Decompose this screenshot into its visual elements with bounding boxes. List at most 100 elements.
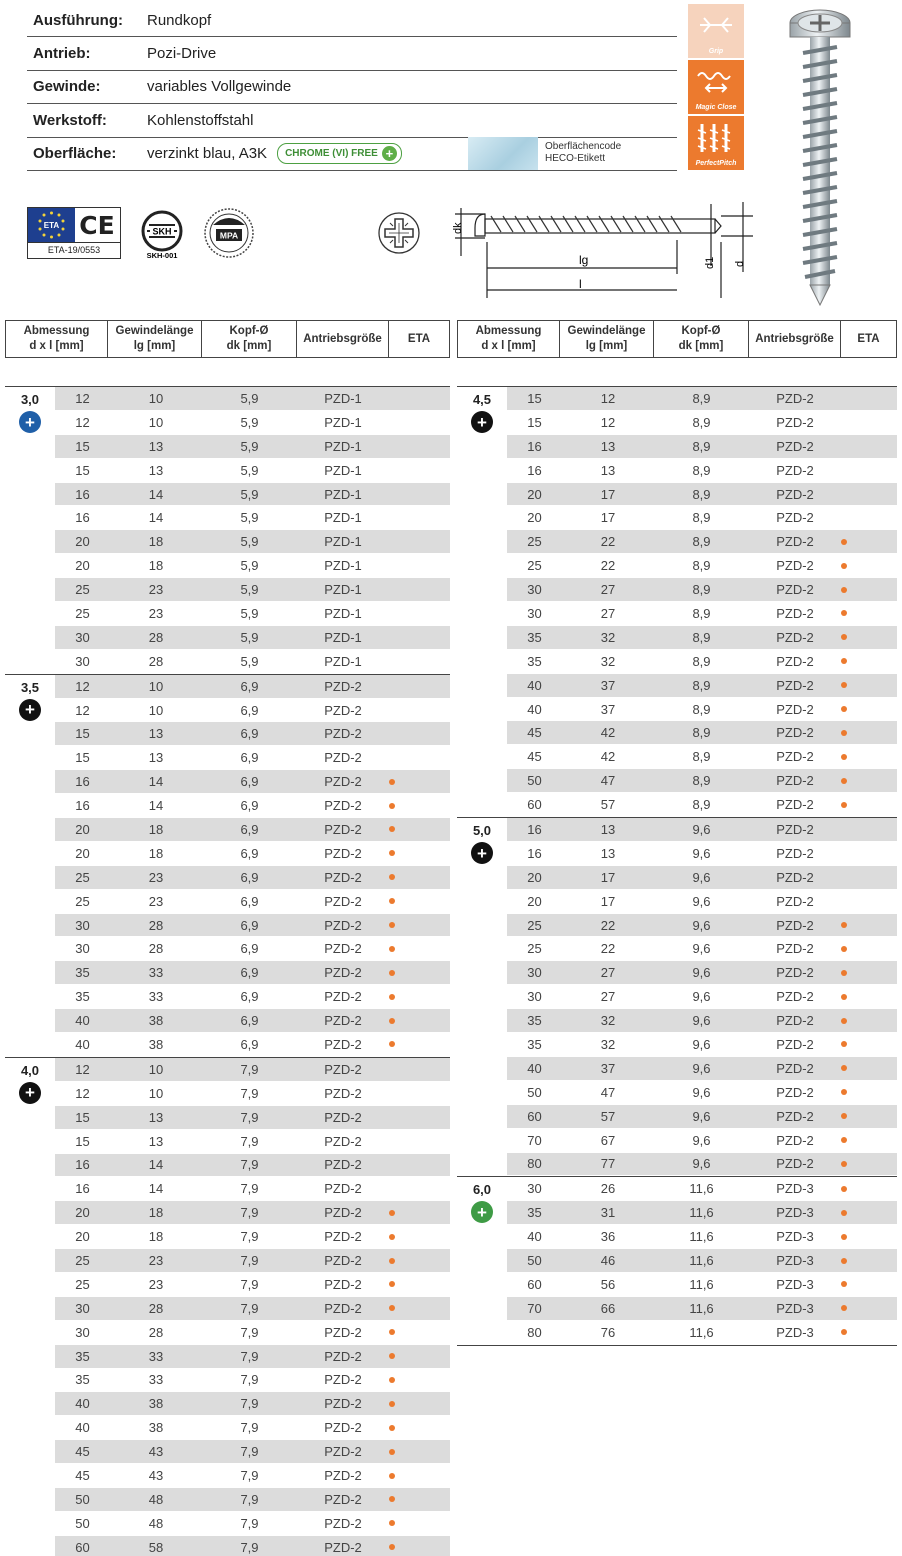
spec-row-antrieb: Antrieb: Pozi-Drive — [27, 37, 677, 71]
cell-length: 16 — [75, 1157, 90, 1173]
cell-drive-size: PZD-2 — [324, 941, 362, 957]
eta-dot-icon — [389, 1041, 395, 1048]
table-row: 70 67 9,6 PZD-2 — [507, 1129, 897, 1153]
cell-head-diameter: 8,9 — [692, 534, 711, 550]
cell-drive-size: PZD-2 — [324, 893, 362, 909]
table-row: 15 13 5,9 PZD-1 — [55, 459, 450, 483]
cell-drive-size: PZD-2 — [776, 965, 814, 981]
cell-length: 15 — [75, 726, 90, 742]
surface-color-swatch — [468, 137, 538, 170]
cell-length: 25 — [75, 869, 90, 885]
table-row: 30 27 9,6 PZD-2 — [507, 961, 897, 986]
cell-head-diameter: 9,6 — [692, 1108, 711, 1124]
cell-head-diameter: 8,9 — [692, 462, 711, 478]
cell-thread-length: 13 — [600, 462, 616, 478]
cell-thread-length: 18 — [148, 558, 164, 574]
cell-eta — [841, 1233, 897, 1240]
cell-head-diameter: 6,9 — [240, 989, 259, 1005]
cell-eta — [389, 826, 450, 833]
cell-drive-size: PZD-1 — [324, 486, 362, 502]
cell-length: 45 — [75, 1468, 90, 1484]
cell-drive-size: PZD-2 — [324, 821, 362, 837]
table-row: 25 23 6,9 PZD-2 — [55, 865, 450, 890]
cell-length: 12 — [75, 390, 90, 406]
cell-drive-size: PZD-2 — [324, 1061, 362, 1077]
cell-thread-length: 14 — [148, 774, 164, 790]
cell-head-diameter: 5,9 — [240, 629, 259, 645]
cell-drive-size: PZD-2 — [324, 1372, 362, 1388]
cell-drive-size: PZD-2 — [776, 845, 814, 861]
cell-length: 20 — [75, 845, 90, 861]
cell-length: 20 — [75, 1229, 90, 1245]
cell-head-diameter: 9,6 — [692, 1013, 711, 1029]
cell-drive-size: PZD-2 — [776, 941, 814, 957]
cell-head-diameter: 11,6 — [689, 1253, 714, 1268]
eta-dot-icon — [841, 1185, 847, 1192]
table-row: 50 48 7,9 PZD-2 — [55, 1512, 450, 1536]
cell-length: 50 — [527, 773, 542, 789]
header-antriebsgroesse: Antriebsgröße — [297, 321, 389, 357]
cell-drive-size: PZD-2 — [776, 821, 814, 837]
cell-drive-size: PZD-3 — [776, 1324, 814, 1340]
cell-drive-size: PZD-2 — [324, 1539, 362, 1555]
cell-length: 15 — [75, 750, 90, 766]
cell-eta — [389, 1305, 450, 1312]
cell-head-diameter: 8,9 — [692, 701, 711, 717]
cell-thread-length: 36 — [600, 1229, 616, 1245]
cell-length: 60 — [527, 1276, 542, 1292]
eta-dot-icon — [389, 1544, 395, 1551]
size-group-label: 5,0 + — [457, 818, 507, 865]
cell-head-diameter: 11,6 — [689, 1181, 714, 1197]
cell-head-diameter: 11,6 — [689, 1324, 714, 1340]
cell-thread-length: 27 — [600, 989, 616, 1005]
cell-drive-size: PZD-2 — [324, 1491, 362, 1507]
cell-head-diameter: 7,9 — [240, 1253, 259, 1268]
cell-drive-size: PZD-2 — [776, 1108, 814, 1124]
cell-eta — [389, 1496, 450, 1503]
eu-flag-icon: ETA — [28, 208, 75, 242]
cell-drive-size: PZD-1 — [324, 653, 362, 669]
eta-dot-icon — [389, 1472, 395, 1479]
eta-dot-icon — [389, 1400, 395, 1407]
cell-eta — [389, 1353, 450, 1360]
cell-drive-size: PZD-2 — [776, 390, 814, 406]
cell-head-diameter: 6,9 — [240, 1036, 259, 1052]
cell-thread-length: 37 — [600, 701, 616, 717]
cell-head-diameter: 9,6 — [692, 869, 711, 885]
spec-value-text: verzinkt blau, A3K — [147, 145, 268, 163]
eta-dot-icon — [389, 1281, 395, 1288]
cell-head-diameter: 7,9 — [240, 1372, 259, 1388]
cell-head-diameter: 7,9 — [240, 1420, 259, 1436]
eta-dot-icon — [841, 777, 847, 784]
cell-length: 20 — [527, 893, 542, 909]
cell-eta — [389, 778, 450, 785]
perfect-pitch-icon — [697, 124, 731, 152]
cell-drive-size: PZD-1 — [324, 510, 362, 526]
table-row: 35 32 9,6 PZD-2 — [507, 1009, 897, 1034]
cell-drive-size: PZD-2 — [324, 1036, 362, 1052]
cell-length: 35 — [75, 1372, 90, 1388]
header-abmessung: Abmessung d x l [mm] — [6, 321, 108, 357]
cell-drive-size: PZD-3 — [776, 1205, 814, 1221]
technical-drawing: dk lg l d1 d — [452, 202, 753, 298]
cell-head-diameter: 8,9 — [692, 677, 711, 693]
cell-eta — [389, 1400, 450, 1407]
cell-thread-length: 28 — [148, 941, 164, 957]
cell-drive-size: PZD-2 — [324, 702, 362, 718]
cell-drive-size: PZD-2 — [776, 869, 814, 885]
cell-length: 20 — [527, 510, 542, 526]
cell-drive-size: PZD-2 — [324, 1133, 362, 1149]
cell-thread-length: 10 — [148, 1085, 164, 1101]
spec-row-oberflaeche: Oberfläche: verzinkt blau, A3K CHROME (V… — [27, 138, 677, 171]
cell-drive-size: PZD-2 — [324, 1253, 362, 1268]
cell-length: 20 — [527, 486, 542, 502]
table-row: 30 26 11,6 PZD-3 — [507, 1177, 897, 1202]
cell-eta — [841, 729, 897, 736]
table-right: 4,5 +15 12 8,9 PZD-2 15 12 8,9 PZD-2 16 13 8,9 PZD-2… — [457, 386, 897, 1346]
cell-head-diameter: 9,6 — [692, 845, 711, 861]
cell-length: 12 — [75, 678, 90, 694]
table-row: 35 33 6,9 PZD-2 — [55, 961, 450, 986]
cell-length: 60 — [527, 797, 542, 813]
cell-eta — [841, 969, 897, 976]
cell-length: 35 — [75, 1348, 90, 1364]
